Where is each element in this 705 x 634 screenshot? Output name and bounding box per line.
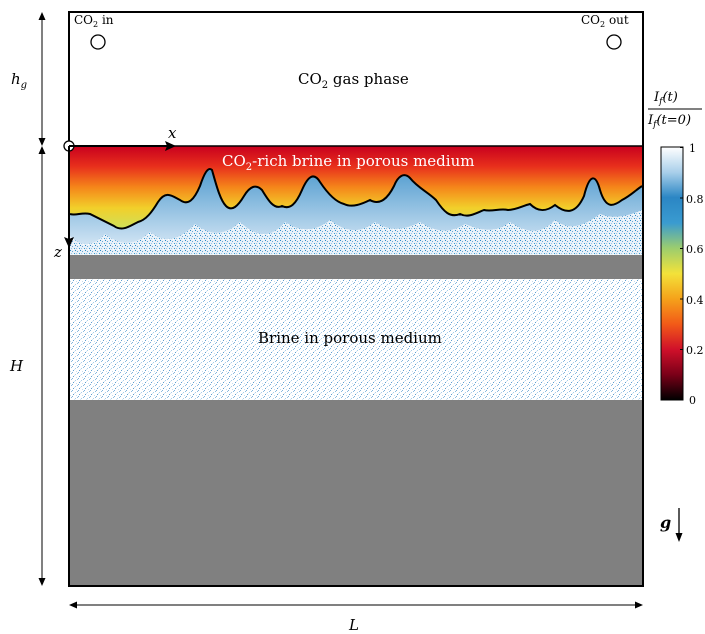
co2-outlet-port (606, 34, 622, 50)
colorbar-title-denominator: If(t=0) (647, 113, 691, 130)
hg-label: hg (11, 70, 27, 91)
co2-in-label: CO2 in (74, 13, 114, 29)
L-label: L (348, 616, 359, 634)
brine-lower-band (70, 279, 642, 400)
colorbar-title-numerator: If(t) (653, 90, 678, 107)
colorbar-tick-label: 0.2 (686, 344, 704, 357)
gravity-label: g (660, 513, 671, 532)
H-arrowhead-bottom (38, 578, 46, 586)
brine-label: Brine in porous medium (258, 329, 442, 347)
colorbar-tick-label: 0.8 (686, 193, 704, 206)
bottom-gray-region (70, 400, 642, 586)
colorbar-tick-label: 0 (689, 394, 696, 407)
x-axis-arrowhead (165, 141, 176, 151)
H-label: H (9, 357, 24, 375)
L-arrowhead-right (635, 601, 643, 609)
plume-boundary-contour (69, 168, 643, 230)
gravity-arrowhead (675, 533, 683, 542)
L-arrowhead-left (69, 601, 77, 609)
co2-out-label: CO2 out (581, 13, 629, 29)
gas-phase-region (70, 12, 642, 146)
colorbar-tick-label: 1 (689, 142, 696, 155)
colorbar-tick-label: 0.4 (686, 294, 704, 307)
co2-rich-brine-label: CO2-rich brine in porous medium (222, 152, 474, 173)
co2-rich-plume (70, 146, 642, 229)
container-frame (68, 11, 644, 587)
x-axis-label: x (168, 124, 177, 142)
co2-inlet-port (90, 34, 106, 50)
gray-separator-band (70, 255, 642, 279)
z-axis-arrowhead (64, 237, 74, 248)
H-arrowhead-top (38, 146, 46, 154)
colorbar (660, 146, 684, 401)
colorbar-tick-label: 0.6 (686, 243, 704, 256)
colorbar-ticks (680, 147, 683, 400)
hg-arrowhead-bottom (38, 138, 46, 146)
hg-arrowhead-top (38, 12, 46, 20)
z-axis-label: z (53, 243, 62, 261)
gas-phase-label: CO2 gas phase (298, 70, 409, 91)
